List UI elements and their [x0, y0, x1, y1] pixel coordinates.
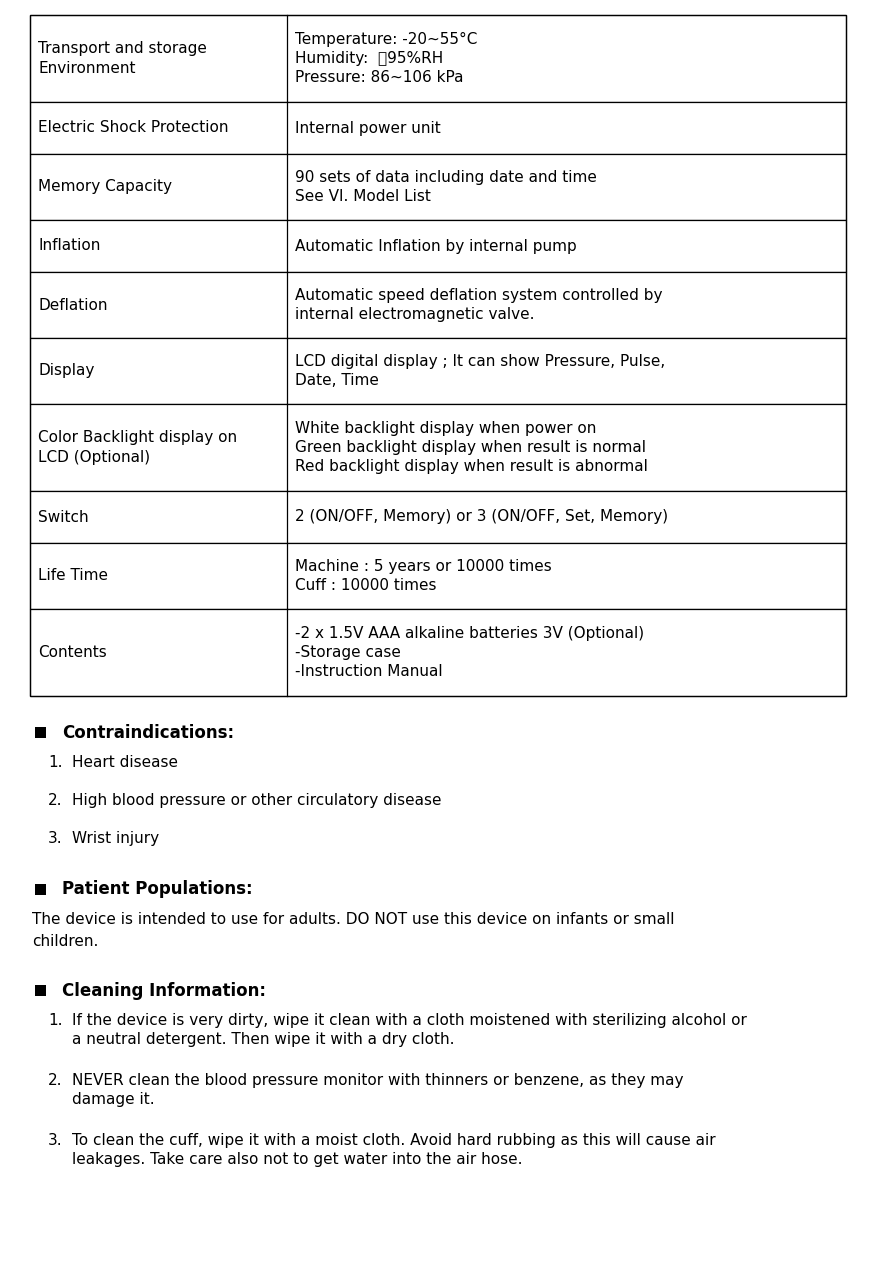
Text: Memory Capacity: Memory Capacity — [38, 179, 172, 194]
Text: 1.: 1. — [48, 1013, 62, 1028]
Bar — [30, 220, 846, 272]
Text: Electric Shock Protection: Electric Shock Protection — [38, 121, 229, 136]
Text: If the device is very dirty, wipe it clean with a cloth moistened with sterilizi: If the device is very dirty, wipe it cle… — [72, 1013, 747, 1047]
Text: Inflation: Inflation — [38, 239, 101, 254]
Text: 3.: 3. — [48, 1133, 62, 1148]
Text: Patient Populations:: Patient Populations: — [62, 881, 252, 898]
Text: Temperature: -20~55°C
Humidity:  ＜95%RH
Pressure: 86~106 kPa: Temperature: -20~55°C Humidity: ＜95%RH P… — [295, 32, 477, 85]
Bar — [30, 338, 846, 404]
Bar — [35, 985, 46, 996]
Text: The device is intended to use for adults. DO NOT use this device on infants or s: The device is intended to use for adults… — [32, 912, 675, 949]
Text: 3.: 3. — [48, 831, 62, 846]
Bar — [30, 15, 846, 102]
Bar — [30, 272, 846, 338]
Text: NEVER clean the blood pressure monitor with thinners or benzene, as they may
dam: NEVER clean the blood pressure monitor w… — [72, 1074, 683, 1107]
Text: Cleaning Information:: Cleaning Information: — [62, 981, 266, 1000]
Text: Automatic Inflation by internal pump: Automatic Inflation by internal pump — [295, 239, 576, 254]
Text: LCD digital display ; It can show Pressure, Pulse,
Date, Time: LCD digital display ; It can show Pressu… — [295, 354, 665, 388]
Bar — [30, 15, 846, 695]
Text: 2.: 2. — [48, 793, 62, 808]
Bar — [35, 727, 46, 739]
Bar — [30, 154, 846, 220]
Text: High blood pressure or other circulatory disease: High blood pressure or other circulatory… — [72, 793, 442, 808]
Bar — [30, 609, 846, 695]
Text: Automatic speed deflation system controlled by
internal electromagnetic valve.: Automatic speed deflation system control… — [295, 288, 662, 322]
Bar — [30, 543, 846, 609]
Text: Display: Display — [38, 363, 95, 378]
Text: Heart disease: Heart disease — [72, 755, 178, 770]
Text: Contraindications:: Contraindications: — [62, 723, 234, 741]
Text: Life Time: Life Time — [38, 569, 108, 584]
Text: Color Backlight display on
LCD (Optional): Color Backlight display on LCD (Optional… — [38, 430, 237, 464]
Text: Transport and storage
Environment: Transport and storage Environment — [38, 42, 207, 76]
Text: Wrist injury: Wrist injury — [72, 831, 159, 846]
Text: Switch: Switch — [38, 509, 88, 524]
Text: Machine : 5 years or 10000 times
Cuff : 10000 times: Machine : 5 years or 10000 times Cuff : … — [295, 558, 552, 593]
Bar — [30, 102, 846, 154]
Text: To clean the cuff, wipe it with a moist cloth. Avoid hard rubbing as this will c: To clean the cuff, wipe it with a moist … — [72, 1133, 716, 1167]
Text: 2 (ON/OFF, Memory) or 3 (ON/OFF, Set, Memory): 2 (ON/OFF, Memory) or 3 (ON/OFF, Set, Me… — [295, 509, 668, 524]
Text: White backlight display when power on
Green backlight display when result is nor: White backlight display when power on Gr… — [295, 421, 648, 475]
Text: 1.: 1. — [48, 755, 62, 770]
Bar — [30, 491, 846, 543]
Text: -2 x 1.5V AAA alkaline batteries 3V (Optional)
-Storage case
-Instruction Manual: -2 x 1.5V AAA alkaline batteries 3V (Opt… — [295, 626, 644, 679]
Text: Deflation: Deflation — [38, 297, 108, 312]
Text: 2.: 2. — [48, 1074, 62, 1088]
Bar — [35, 884, 46, 895]
Bar — [30, 404, 846, 491]
Text: Internal power unit: Internal power unit — [295, 121, 441, 136]
Text: Contents: Contents — [38, 645, 107, 660]
Text: 90 sets of data including date and time
See VI. Model List: 90 sets of data including date and time … — [295, 170, 597, 204]
